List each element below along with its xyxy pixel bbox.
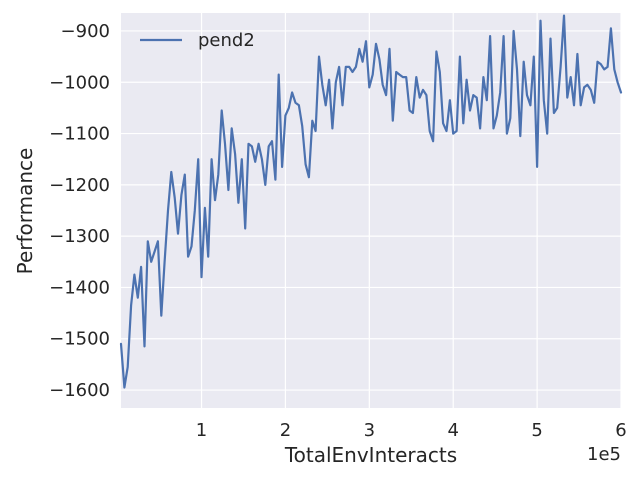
x-tick-label: 4 bbox=[447, 420, 458, 441]
x-tick-labels: 1 2 3 4 5 6 bbox=[196, 420, 627, 441]
legend: pend2 bbox=[140, 30, 255, 51]
y-tick-label: −1600 bbox=[49, 380, 110, 401]
x-axis-offset: 1e5 bbox=[587, 444, 621, 465]
x-tick-label: 5 bbox=[531, 420, 542, 441]
y-tick-label: −900 bbox=[61, 21, 110, 42]
x-tick-label: 3 bbox=[364, 420, 375, 441]
x-tick-label: 6 bbox=[615, 420, 626, 441]
x-tick-label: 2 bbox=[280, 420, 291, 441]
y-axis-label: Performance bbox=[13, 148, 37, 275]
legend-label: pend2 bbox=[198, 30, 255, 51]
x-axis-label: TotalEnvInteracts bbox=[284, 443, 457, 467]
y-tick-label: −1300 bbox=[49, 226, 110, 247]
y-tick-label: −1100 bbox=[49, 124, 110, 145]
y-tick-labels: −1600 −1500 −1400 −1300 −1200 −1100 −1000 −900 bbox=[49, 21, 110, 401]
y-tick-label: −1000 bbox=[49, 72, 110, 93]
plot-area bbox=[121, 13, 621, 408]
series-layer bbox=[119, 14, 623, 389]
x-tick-label: 1 bbox=[196, 420, 207, 441]
y-tick-label: −1500 bbox=[49, 329, 110, 350]
y-tick-label: −1200 bbox=[49, 175, 110, 196]
series-line bbox=[119, 14, 623, 389]
y-tick-label: −1400 bbox=[49, 277, 110, 298]
